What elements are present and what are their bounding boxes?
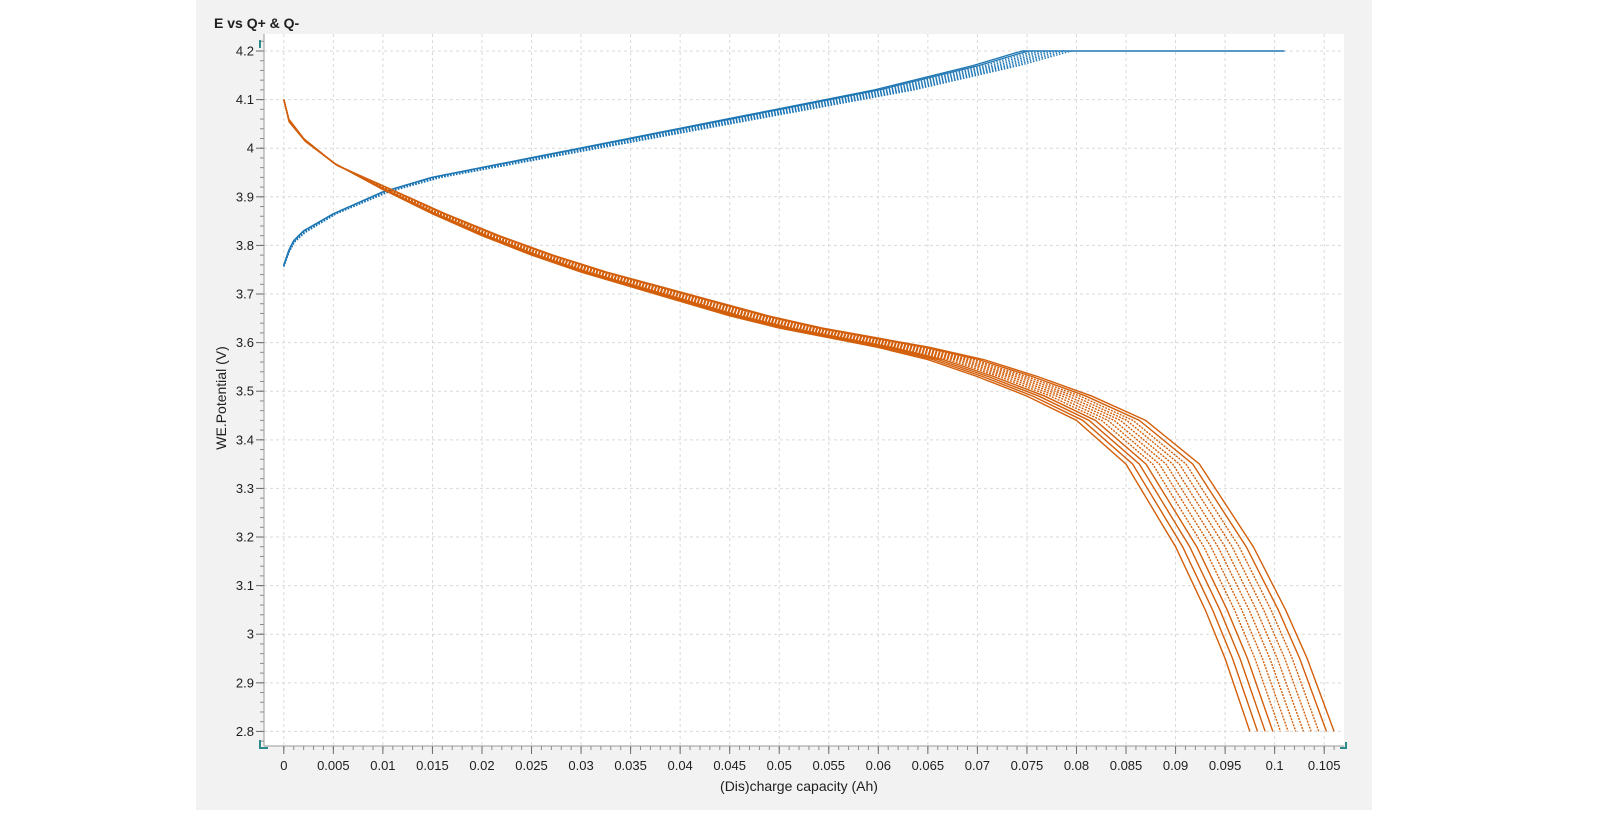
x-tick-label: 0.03 [568,758,593,773]
y-tick-label: 3.5 [236,384,254,399]
discharge-curve [283,99,1297,732]
zoom-handle-left[interactable] [259,740,268,749]
x-tick-label: 0.025 [515,758,548,773]
charge-curve [283,50,1054,267]
x-tick-label: 0.095 [1209,758,1242,773]
x-tick-label: 0.08 [1064,758,1089,773]
zoom-handle-right[interactable] [1340,742,1347,749]
x-tick-label: 0.055 [812,758,845,773]
x-tick-label: 0.105 [1308,758,1341,773]
x-tick-label: 0.005 [317,758,350,773]
charge-curve [283,50,1072,268]
y-tick-label: 4.2 [236,44,254,59]
x-tick-label: 0.06 [866,758,891,773]
x-axis-label: (Dis)charge capacity (Ah) [720,778,878,794]
axis-tick-labels: 0 0.005 0.01 0.015 0.02 0.025 0.03 0.035 0.04 0.0… [236,44,1341,773]
y-tick-label: 2.9 [236,675,254,690]
axis-ticks [256,40,1335,754]
x-tick-label: 0.07 [965,758,990,773]
x-tick-label: 0 [280,758,287,773]
y-tick-label: 3.9 [236,189,254,204]
y-axis-label: WE.Potential (V) [213,346,229,449]
line-chart: 0 0.005 0.01 0.015 0.02 0.025 0.03 0.035 0.04 0.0… [213,15,1347,794]
y-tick-label: 4 [247,141,254,156]
y-tick-label: 3 [247,627,254,642]
y-tick-label: 3.4 [236,432,254,447]
x-tick-label: 0.045 [713,758,746,773]
x-tick-label: 0.085 [1110,758,1143,773]
x-tick-label: 0.1 [1266,758,1284,773]
discharge-curve [283,99,1335,732]
chart-title: E vs Q+ & Q- [214,15,300,31]
charge-curves [283,50,1285,268]
x-tick-label: 0.065 [912,758,945,773]
y-tick-label: 3.7 [236,287,254,302]
chart-panel: 0 0.005 0.01 0.015 0.02 0.025 0.03 0.035 0.04 0.0… [196,0,1372,810]
x-tick-label: 0.04 [667,758,692,773]
y-tick-label: 3.2 [236,530,254,545]
y-tick-label: 3.6 [236,335,254,350]
discharge-curve [283,99,1289,732]
x-tick-label: 0.02 [469,758,494,773]
x-tick-label: 0.075 [1011,758,1044,773]
discharge-curves [283,99,1335,732]
y-tick-label: 3.8 [236,238,254,253]
x-tick-label: 0.05 [767,758,792,773]
y-tick-label: 2.8 [236,724,254,739]
y-tick-label: 4.1 [236,92,254,107]
x-tick-label: 0.09 [1163,758,1188,773]
x-tick-label: 0.01 [370,758,395,773]
x-tick-label: 0.015 [416,758,449,773]
plot-area [264,34,1344,746]
y-tick-label: 3.1 [236,578,254,593]
y-tick-label: 3.3 [236,481,254,496]
x-tick-label: 0.035 [614,758,647,773]
